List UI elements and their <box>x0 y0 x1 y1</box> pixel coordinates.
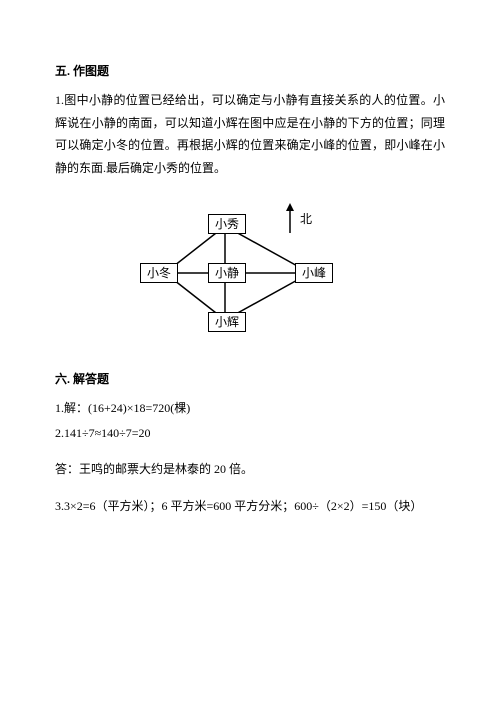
diagram-container: 北 小秀 小冬 小静 小峰 小辉 <box>55 198 445 348</box>
section-6-q2: 2.141÷7≈140÷7=20 <box>55 422 445 445</box>
section-5-title: 五. 作图题 <box>55 60 445 83</box>
position-diagram: 北 小秀 小冬 小静 小峰 小辉 <box>120 198 380 348</box>
node-xiaoxiu: 小秀 <box>208 214 246 234</box>
node-xiaodong: 小冬 <box>140 263 178 283</box>
node-xiaohui: 小辉 <box>208 312 246 332</box>
section-6-q3: 3.3×2=6（平方米）；6 平方米=600 平方分米；600÷（2×2）=15… <box>55 495 445 518</box>
node-xiaofeng: 小峰 <box>295 263 333 283</box>
node-xiaojing: 小静 <box>208 263 246 283</box>
section-6-q2-answer: 答：王鸣的邮票大约是林泰的 20 倍。 <box>55 458 445 481</box>
section-6-title: 六. 解答题 <box>55 368 445 391</box>
section-6-q1: 1.解：(16+24)×18=720(棵) <box>55 397 445 420</box>
north-label: 北 <box>300 208 312 231</box>
section-5-q1: 1.图中小静的位置已经给出，可以确定与小静有直接关系的人的位置。小辉说在小静的南… <box>55 89 445 180</box>
